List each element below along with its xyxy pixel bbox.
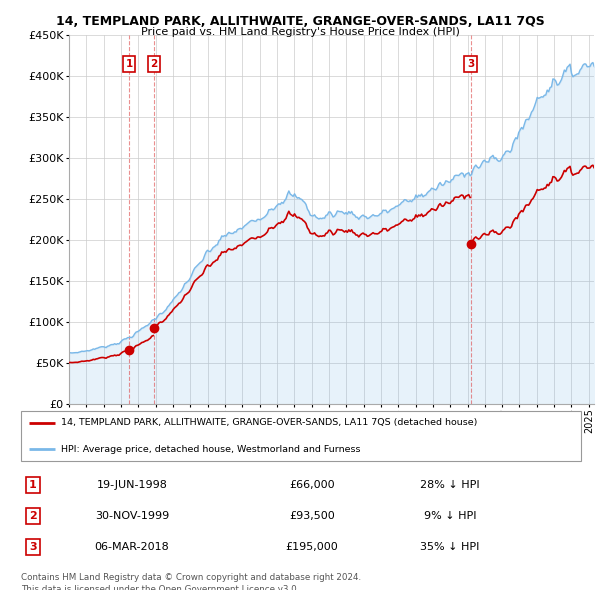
- Text: 30-NOV-1999: 30-NOV-1999: [95, 511, 169, 521]
- Text: Contains HM Land Registry data © Crown copyright and database right 2024.
This d: Contains HM Land Registry data © Crown c…: [21, 573, 361, 590]
- Text: 2: 2: [29, 511, 37, 521]
- Text: £195,000: £195,000: [286, 542, 338, 552]
- Text: 19-JUN-1998: 19-JUN-1998: [97, 480, 167, 490]
- Text: 1: 1: [29, 480, 37, 490]
- Text: 14, TEMPLAND PARK, ALLITHWAITE, GRANGE-OVER-SANDS, LA11 7QS (detached house): 14, TEMPLAND PARK, ALLITHWAITE, GRANGE-O…: [61, 418, 477, 428]
- Text: HPI: Average price, detached house, Westmorland and Furness: HPI: Average price, detached house, West…: [61, 444, 360, 454]
- Text: £66,000: £66,000: [289, 480, 335, 490]
- Text: Price paid vs. HM Land Registry's House Price Index (HPI): Price paid vs. HM Land Registry's House …: [140, 27, 460, 37]
- Text: 28% ↓ HPI: 28% ↓ HPI: [420, 480, 480, 490]
- Text: £93,500: £93,500: [289, 511, 335, 521]
- Text: 35% ↓ HPI: 35% ↓ HPI: [421, 542, 479, 552]
- FancyBboxPatch shape: [21, 411, 581, 461]
- Text: 14, TEMPLAND PARK, ALLITHWAITE, GRANGE-OVER-SANDS, LA11 7QS: 14, TEMPLAND PARK, ALLITHWAITE, GRANGE-O…: [56, 15, 544, 28]
- Text: 3: 3: [467, 59, 474, 69]
- Text: 3: 3: [29, 542, 37, 552]
- Text: 06-MAR-2018: 06-MAR-2018: [95, 542, 169, 552]
- Text: 2: 2: [151, 59, 158, 69]
- Text: 1: 1: [125, 59, 133, 69]
- Text: 9% ↓ HPI: 9% ↓ HPI: [424, 511, 476, 521]
